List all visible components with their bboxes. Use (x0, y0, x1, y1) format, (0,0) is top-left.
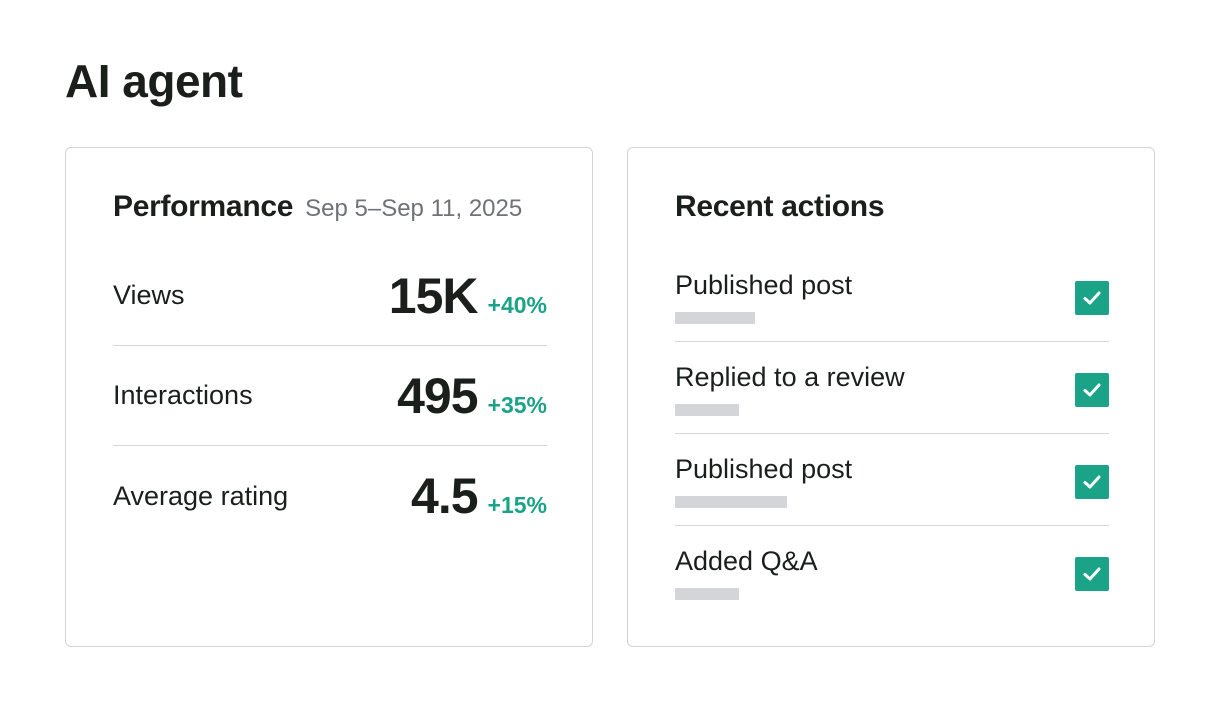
performance-card: Performance Sep 5–Sep 11, 2025 Views 15K… (65, 147, 593, 647)
metric-label: Average rating (113, 480, 289, 511)
action-item: Published post (675, 250, 1109, 342)
performance-header: Performance Sep 5–Sep 11, 2025 (113, 190, 522, 224)
action-item: Replied to a review (675, 342, 1109, 434)
metric-values: 15K +40% (389, 267, 547, 325)
metric-value: 4.5 (411, 468, 479, 524)
action-label: Published post (675, 454, 853, 484)
metric-delta: +35% (487, 391, 547, 418)
action-label: Replied to a review (675, 362, 905, 392)
check-icon[interactable] (1075, 281, 1109, 315)
metric-delta: +15% (487, 492, 547, 518)
page-title: AI agent (65, 55, 243, 107)
action-placeholder-bar (675, 496, 787, 508)
action-item: Added Q&A (675, 526, 1109, 618)
performance-title: Performance (113, 190, 294, 223)
metric-value: 15K (388, 267, 479, 324)
action-placeholder-bar (675, 312, 755, 324)
metric-delta: +40% (487, 291, 547, 318)
recent-actions-card: Recent actions Published post Replied to… (627, 147, 1155, 647)
metric-label: Views (113, 280, 185, 310)
action-label: Published post (675, 270, 853, 300)
check-icon[interactable] (1075, 557, 1109, 591)
check-icon[interactable] (1075, 465, 1109, 499)
recent-actions-title: Recent actions (675, 190, 885, 223)
action-placeholder-bar (675, 404, 739, 416)
metric-row-views: Views 15K +40% (113, 246, 547, 346)
check-icon[interactable] (1075, 373, 1109, 407)
metric-values: 495 +35% (397, 367, 547, 425)
metric-row-average-rating: Average rating 4.5 +15% (113, 446, 547, 546)
action-placeholder-bar (675, 588, 739, 600)
metric-label: Interactions (113, 380, 253, 410)
metric-row-interactions: Interactions 495 +35% (113, 346, 547, 446)
action-label: Added Q&A (675, 546, 818, 576)
performance-date-range: Sep 5–Sep 11, 2025 (305, 195, 523, 222)
metric-values: 4.5 +15% (411, 467, 547, 525)
action-item: Published post (675, 434, 1109, 526)
metric-value: 495 (397, 367, 478, 424)
